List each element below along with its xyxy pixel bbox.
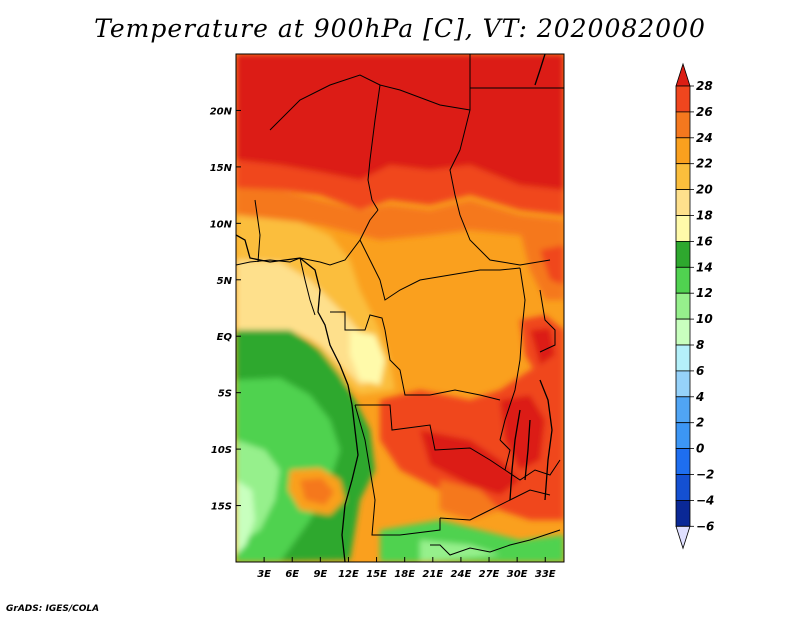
colorbar-swatch bbox=[675, 215, 691, 242]
y-tick-label: 15N bbox=[210, 163, 233, 174]
y-axis-ticks: 20N 15N 10N 5N EQ 5S 10S 15S bbox=[210, 106, 241, 513]
colorbar-swatch bbox=[675, 396, 691, 424]
colorbar-label: 14 bbox=[696, 260, 713, 274]
colorbar-swatch bbox=[675, 266, 691, 294]
colorbar-label: 16 bbox=[696, 234, 713, 248]
colorbar-label: 8 bbox=[696, 338, 704, 352]
x-tick-label: 27E bbox=[479, 569, 500, 580]
colorbar-swatch bbox=[675, 189, 691, 216]
colorbar-label: −4 bbox=[696, 493, 714, 507]
x-tick-label: 12E bbox=[338, 569, 359, 580]
y-tick-label: 15S bbox=[211, 502, 232, 513]
colorbar-swatch bbox=[675, 422, 691, 450]
x-tick-label: 9E bbox=[313, 569, 327, 580]
x-tick-label: 6E bbox=[285, 569, 299, 580]
credit-label: GrADS: IGES/COLA bbox=[6, 604, 100, 614]
x-tick-label: 30E bbox=[507, 569, 528, 580]
x-tick-label: 15E bbox=[366, 569, 387, 580]
colorbar-swatch bbox=[675, 85, 691, 113]
coastline bbox=[236, 54, 553, 562]
colorbar-swatch bbox=[675, 499, 691, 527]
colorbar-swatch bbox=[675, 240, 691, 268]
colorbar-swatch bbox=[675, 474, 691, 501]
colorbar-label: 4 bbox=[695, 390, 704, 404]
colorbar-label: −6 bbox=[696, 519, 714, 533]
colorbar-swatch bbox=[675, 292, 691, 320]
x-tick-label: 24E bbox=[451, 569, 472, 580]
colorbar-max-arrow bbox=[675, 62, 691, 87]
temperature-field bbox=[236, 54, 564, 562]
x-tick-label: 18E bbox=[394, 569, 415, 580]
colorbar-label: 18 bbox=[696, 209, 713, 223]
colorbar-label: 12 bbox=[696, 286, 713, 300]
x-axis-ticks: 3E 6E 9E 12E 15E 18E 21E 24E 27E 30E 33E bbox=[257, 557, 556, 580]
colorbar-label: 20 bbox=[696, 183, 713, 197]
colorbar-min-arrow bbox=[675, 525, 691, 550]
x-tick-label: 33E bbox=[535, 569, 556, 580]
colorbar-label: 24 bbox=[696, 131, 713, 145]
colorbar-swatch bbox=[675, 318, 691, 346]
colorbar-swatch bbox=[675, 137, 691, 165]
y-tick-label: EQ bbox=[217, 332, 233, 343]
y-tick-label: 20N bbox=[210, 106, 233, 117]
colorbar-swatch bbox=[675, 163, 691, 190]
colorbar-swatch bbox=[675, 111, 691, 139]
country-borders bbox=[236, 54, 564, 556]
y-tick-label: 5N bbox=[217, 276, 233, 287]
colorbar-swatch bbox=[675, 370, 691, 398]
colorbar-label: −2 bbox=[696, 468, 714, 482]
colorbar-label: 22 bbox=[696, 157, 713, 171]
y-tick-label: 5S bbox=[218, 389, 232, 400]
colorbar-label: 0 bbox=[696, 442, 704, 456]
colorbar-label: 28 bbox=[696, 79, 713, 93]
colorbar-swatch bbox=[675, 344, 691, 372]
colorbar-swatch bbox=[675, 448, 691, 475]
colorbar-label: 10 bbox=[696, 312, 713, 326]
map-frame bbox=[235, 53, 565, 563]
colorbar-label: 26 bbox=[696, 105, 713, 119]
x-tick-label: 3E bbox=[257, 569, 271, 580]
y-tick-label: 10S bbox=[211, 445, 232, 456]
y-tick-label: 10N bbox=[210, 219, 233, 230]
x-tick-label: 21E bbox=[422, 569, 443, 580]
colorbar-label: 2 bbox=[696, 416, 704, 430]
colorbar-label: 6 bbox=[696, 364, 704, 378]
chart-title: Temperature at 900hPa [C], VT: 202008200… bbox=[94, 14, 706, 43]
